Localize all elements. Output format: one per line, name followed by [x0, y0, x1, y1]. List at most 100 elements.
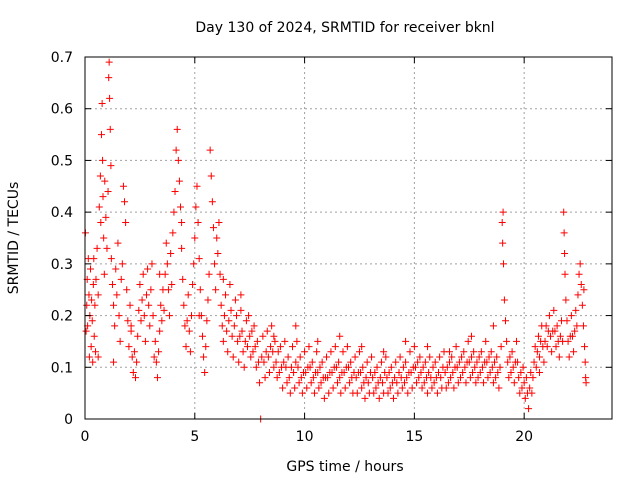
data-point — [574, 291, 582, 299]
data-point — [562, 296, 570, 304]
data-point — [196, 286, 204, 294]
data-point — [83, 301, 91, 309]
data-point — [250, 322, 258, 330]
data-point — [361, 394, 369, 402]
data-point — [371, 368, 379, 376]
data-point — [449, 368, 457, 376]
data-point — [220, 312, 228, 320]
data-point — [573, 322, 581, 330]
data-point — [286, 389, 294, 397]
data-point — [89, 358, 97, 366]
data-point — [85, 353, 93, 361]
chart-title: Day 130 of 2024, SRMTID for receiver bkn… — [195, 20, 494, 36]
data-point — [149, 312, 157, 320]
data-point — [186, 348, 194, 356]
data-point — [536, 368, 544, 376]
data-point — [467, 353, 475, 361]
data-point — [263, 327, 271, 335]
data-point — [89, 281, 97, 289]
data-point — [301, 348, 309, 356]
data-point — [486, 368, 494, 376]
data-point — [550, 306, 558, 314]
data-point — [160, 306, 168, 314]
data-point — [508, 348, 516, 356]
data-point — [532, 363, 540, 371]
data-point — [193, 182, 201, 190]
data-point — [115, 312, 123, 320]
data-point — [502, 317, 510, 325]
data-point — [168, 281, 176, 289]
data-point — [359, 363, 367, 371]
data-point — [429, 363, 437, 371]
data-point — [448, 353, 456, 361]
x-tick-label: 0 — [81, 429, 90, 445]
data-point — [113, 291, 121, 299]
data-point — [234, 337, 242, 345]
data-point — [475, 353, 483, 361]
data-point — [138, 296, 146, 304]
data-point — [323, 353, 331, 361]
data-point — [337, 389, 345, 397]
data-point — [307, 379, 315, 387]
data-point — [112, 265, 120, 273]
data-point — [94, 291, 102, 299]
data-point — [425, 368, 433, 376]
data-point — [416, 353, 424, 361]
data-point — [90, 332, 98, 340]
data-point — [191, 234, 199, 242]
data-point — [303, 384, 311, 392]
data-point — [253, 337, 261, 345]
data-point — [116, 337, 124, 345]
data-point — [512, 337, 520, 345]
data-point — [519, 363, 527, 371]
data-point — [484, 374, 492, 382]
data-point — [547, 332, 555, 340]
data-point — [215, 218, 223, 226]
x-tick-label: 10 — [296, 429, 314, 445]
data-point — [496, 363, 504, 371]
data-point — [295, 379, 303, 387]
data-point — [402, 337, 410, 345]
plot-frame — [84, 56, 613, 420]
data-point — [276, 343, 284, 351]
data-point — [414, 358, 422, 366]
data-point — [216, 270, 224, 278]
data-point — [355, 348, 363, 356]
data-point — [185, 327, 193, 335]
data-point — [530, 358, 538, 366]
data-point — [514, 358, 522, 366]
data-point — [289, 343, 297, 351]
data-point — [91, 301, 99, 309]
data-point — [404, 389, 412, 397]
data-point — [292, 322, 300, 330]
data-point — [345, 363, 352, 371]
data-point — [500, 296, 508, 304]
data-point — [181, 322, 189, 330]
data-point — [467, 332, 475, 340]
data-point — [184, 291, 192, 299]
data-point — [482, 337, 490, 345]
data-point — [121, 198, 129, 206]
data-point — [285, 374, 293, 382]
y-tick-label: 0.7 — [51, 50, 73, 66]
data-point — [465, 358, 473, 366]
data-point — [436, 353, 444, 361]
data-point — [205, 270, 213, 278]
data-point — [552, 343, 560, 351]
data-point — [576, 260, 584, 268]
data-point — [504, 358, 512, 366]
data-point — [180, 301, 188, 309]
data-point — [92, 348, 100, 356]
data-point — [133, 358, 141, 366]
data-point — [107, 255, 115, 263]
data-point — [97, 218, 105, 226]
data-point — [582, 379, 590, 387]
data-point — [531, 343, 539, 351]
data-point — [575, 270, 583, 278]
data-point — [111, 322, 119, 330]
data-point — [249, 348, 257, 356]
data-point — [488, 363, 496, 371]
data-point — [417, 368, 425, 376]
axis-ticks — [84, 56, 612, 420]
data-point — [545, 312, 553, 320]
